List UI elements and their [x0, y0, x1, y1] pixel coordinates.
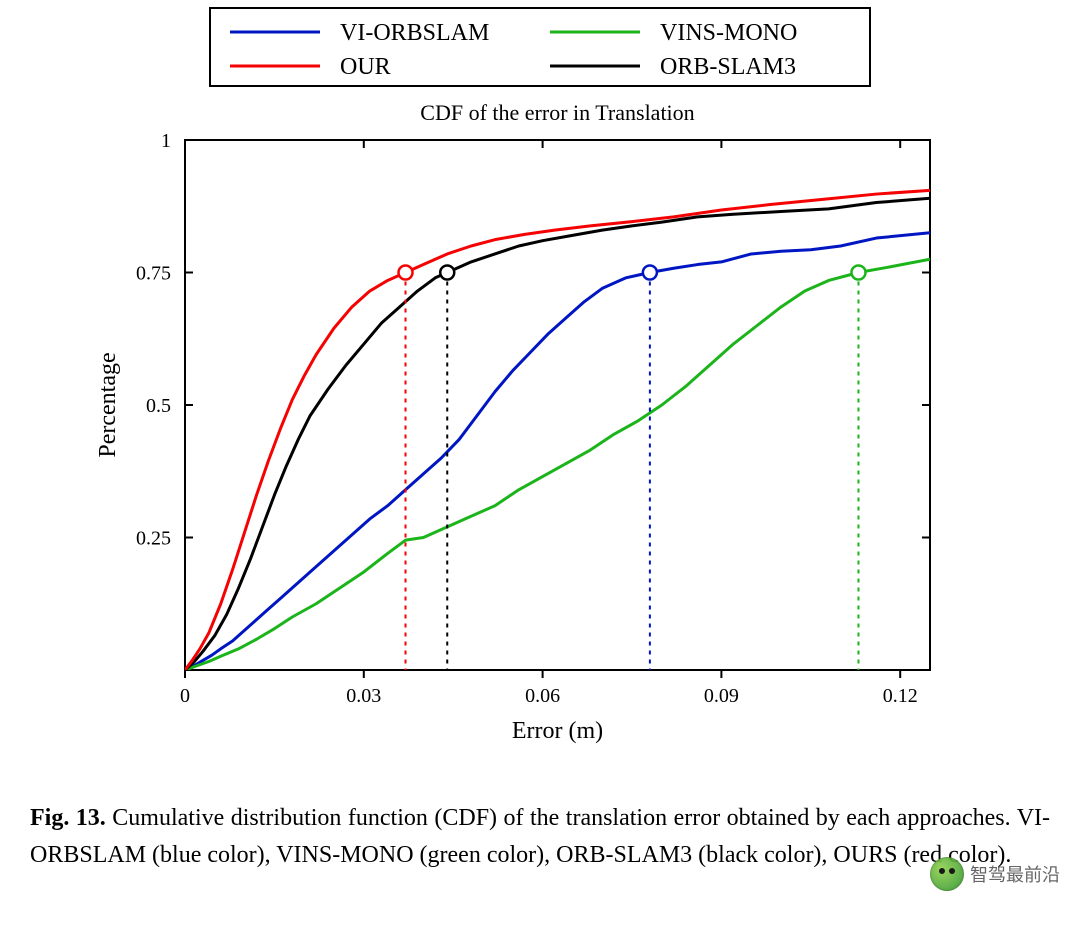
svg-text:Error (m): Error (m) [512, 718, 603, 744]
svg-text:Percentage: Percentage [95, 352, 121, 457]
svg-text:0.25: 0.25 [136, 528, 171, 550]
svg-text:ORB-SLAM3: ORB-SLAM3 [660, 54, 796, 80]
svg-text:0: 0 [180, 685, 190, 707]
svg-text:VINS-MONO: VINS-MONO [660, 20, 797, 46]
figure-label: Fig. 13. [30, 805, 106, 831]
svg-text:CDF of the error in Translatio: CDF of the error in Translation [420, 100, 694, 125]
svg-text:OUR: OUR [340, 54, 391, 80]
svg-text:VI-ORBSLAM: VI-ORBSLAM [340, 20, 489, 46]
svg-text:0.12: 0.12 [883, 685, 918, 707]
svg-text:0.5: 0.5 [146, 395, 171, 417]
figure-caption-text: Cumulative distribution function (CDF) o… [30, 805, 1050, 868]
figure-caption: Fig. 13. Cumulative distribution functio… [30, 800, 1050, 874]
svg-text:0.03: 0.03 [346, 685, 381, 707]
cdf-chart: VI-ORBSLAM VINS-MONO OUR ORB-SLAM3 CDF of th… [0, 0, 1080, 780]
svg-text:1: 1 [161, 130, 171, 152]
svg-text:0.09: 0.09 [704, 685, 739, 707]
svg-text:0.75: 0.75 [136, 263, 171, 285]
svg-text:0.06: 0.06 [525, 685, 560, 707]
